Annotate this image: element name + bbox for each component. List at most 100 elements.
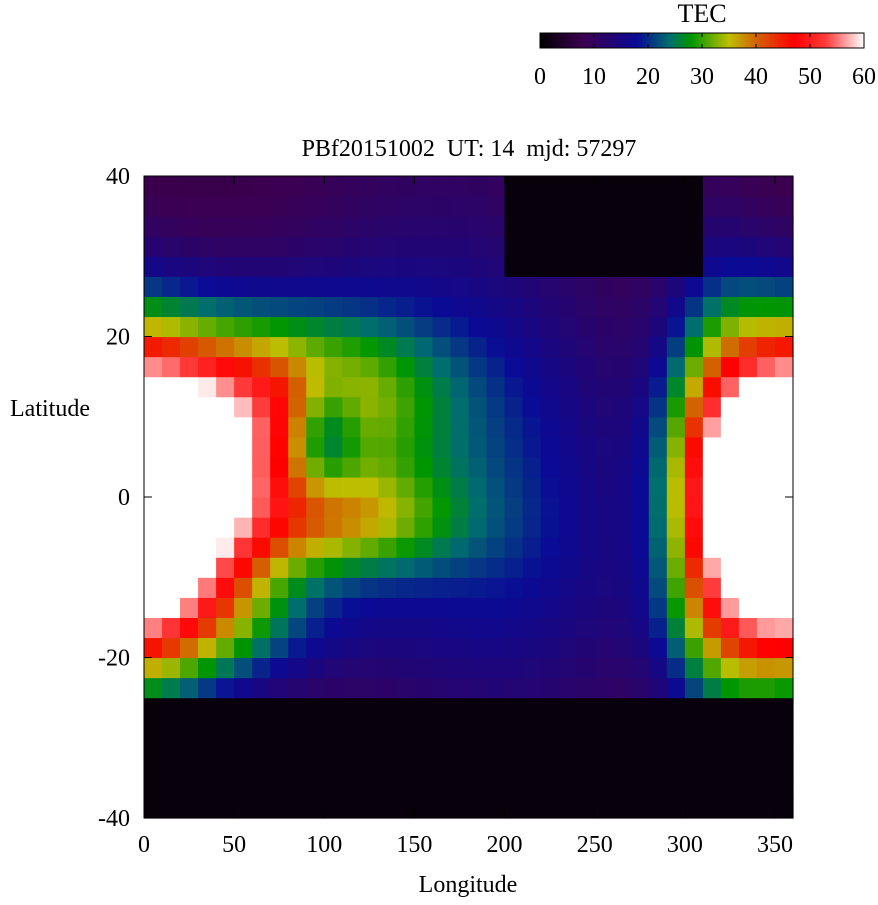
heatmap-cell bbox=[756, 336, 776, 358]
heatmap-cell bbox=[612, 176, 632, 197]
heatmap-cell bbox=[504, 376, 524, 398]
heatmap-cell bbox=[270, 697, 289, 719]
heatmap-cell bbox=[540, 356, 560, 378]
heatmap-cell bbox=[666, 677, 686, 699]
heatmap-cell bbox=[234, 436, 253, 458]
heatmap-cell bbox=[522, 176, 542, 197]
x-tick-label: 200 bbox=[487, 832, 523, 858]
heatmap-cell bbox=[198, 697, 217, 719]
heatmap-cell bbox=[648, 797, 668, 819]
heatmap-cell bbox=[216, 717, 235, 739]
heatmap-cell bbox=[288, 697, 307, 719]
heatmap-cell bbox=[576, 196, 596, 217]
heatmap-cell bbox=[180, 737, 199, 759]
heatmap-cell bbox=[450, 456, 470, 478]
heatmap-cell bbox=[162, 476, 181, 498]
heatmap-cell bbox=[522, 557, 542, 578]
heatmap-cell bbox=[648, 737, 668, 759]
heatmap-cell bbox=[306, 577, 325, 598]
heatmap-cell bbox=[666, 236, 686, 257]
heatmap-cell bbox=[774, 456, 794, 478]
heatmap-cell bbox=[594, 657, 614, 679]
heatmap-cell bbox=[342, 617, 361, 639]
heatmap-cell bbox=[234, 236, 253, 257]
heatmap-cell bbox=[432, 577, 452, 598]
heatmap-cell bbox=[540, 677, 560, 699]
heatmap-cell bbox=[396, 436, 416, 458]
heatmap-cell bbox=[360, 416, 379, 438]
heatmap-cell bbox=[378, 797, 397, 819]
heatmap-cell bbox=[360, 617, 379, 639]
heatmap-cell bbox=[360, 677, 379, 699]
heatmap-cell bbox=[522, 296, 542, 318]
heatmap-cell bbox=[522, 757, 542, 779]
heatmap-cell bbox=[414, 176, 434, 197]
heatmap-cell bbox=[702, 717, 722, 739]
heatmap-cell bbox=[522, 356, 542, 378]
heatmap-cell bbox=[450, 196, 470, 217]
heatmap-cell bbox=[540, 697, 560, 719]
heatmap-cell bbox=[396, 356, 416, 378]
x-tick-label: 100 bbox=[306, 832, 342, 858]
heatmap-cell bbox=[702, 176, 722, 197]
heatmap-cell bbox=[486, 236, 506, 257]
heatmap-cell bbox=[720, 637, 740, 659]
heatmap-cell bbox=[522, 597, 542, 618]
heatmap-cell bbox=[522, 336, 542, 358]
heatmap-cell bbox=[576, 537, 596, 558]
heatmap-cell bbox=[558, 657, 578, 679]
heatmap-cell bbox=[252, 617, 271, 639]
heatmap-cell bbox=[774, 336, 794, 358]
heatmap-cell bbox=[540, 196, 560, 217]
heatmap-cell bbox=[360, 296, 379, 318]
heatmap-cell bbox=[774, 497, 794, 518]
heatmap-cell bbox=[774, 436, 794, 458]
heatmap-cell bbox=[684, 256, 704, 277]
heatmap-cell bbox=[720, 737, 740, 759]
heatmap-cell bbox=[270, 436, 289, 458]
heatmap-cell bbox=[774, 657, 794, 679]
heatmap-cell bbox=[540, 617, 560, 639]
heatmap-cell bbox=[774, 276, 794, 297]
heatmap-cell bbox=[630, 296, 650, 318]
heatmap-cell bbox=[252, 637, 271, 659]
heatmap-cell bbox=[558, 797, 578, 819]
heatmap-cell bbox=[558, 757, 578, 779]
heatmap-cell bbox=[630, 376, 650, 398]
heatmap-cell bbox=[198, 276, 217, 297]
heatmap-cell bbox=[162, 697, 181, 719]
heatmap-cell bbox=[612, 396, 632, 418]
heatmap-cell bbox=[648, 777, 668, 799]
heatmap-cell bbox=[468, 657, 488, 679]
heatmap-cell bbox=[576, 316, 596, 338]
heatmap-cell bbox=[486, 657, 506, 679]
heatmap-cell bbox=[414, 757, 434, 779]
heatmap-cell bbox=[378, 597, 397, 618]
heatmap-cell bbox=[450, 336, 470, 358]
heatmap-cell bbox=[486, 577, 506, 598]
heatmap-cell bbox=[342, 416, 361, 438]
heatmap-cell bbox=[288, 657, 307, 679]
heatmap-cell bbox=[486, 677, 506, 699]
heatmap-cell bbox=[342, 797, 361, 819]
heatmap-cell bbox=[432, 296, 452, 318]
heatmap-cell bbox=[198, 256, 217, 277]
heatmap-cell bbox=[306, 637, 325, 659]
heatmap-cell bbox=[702, 777, 722, 799]
heatmap-cell bbox=[558, 276, 578, 297]
heatmap-cell bbox=[666, 276, 686, 297]
heatmap-cell bbox=[540, 176, 560, 197]
heatmap-cell bbox=[396, 416, 416, 438]
heatmap-cell bbox=[468, 577, 488, 598]
heatmap-cell bbox=[684, 777, 704, 799]
heatmap-cell bbox=[468, 637, 488, 659]
heatmap-cell bbox=[504, 436, 524, 458]
heatmap-cell bbox=[270, 176, 289, 197]
heatmap-cell bbox=[234, 637, 253, 659]
heatmap-cell bbox=[540, 336, 560, 358]
heatmap-cell bbox=[702, 637, 722, 659]
heatmap-cell bbox=[342, 276, 361, 297]
heatmap-cell bbox=[450, 436, 470, 458]
heatmap-cell bbox=[720, 296, 740, 318]
heatmap-cell bbox=[648, 436, 668, 458]
